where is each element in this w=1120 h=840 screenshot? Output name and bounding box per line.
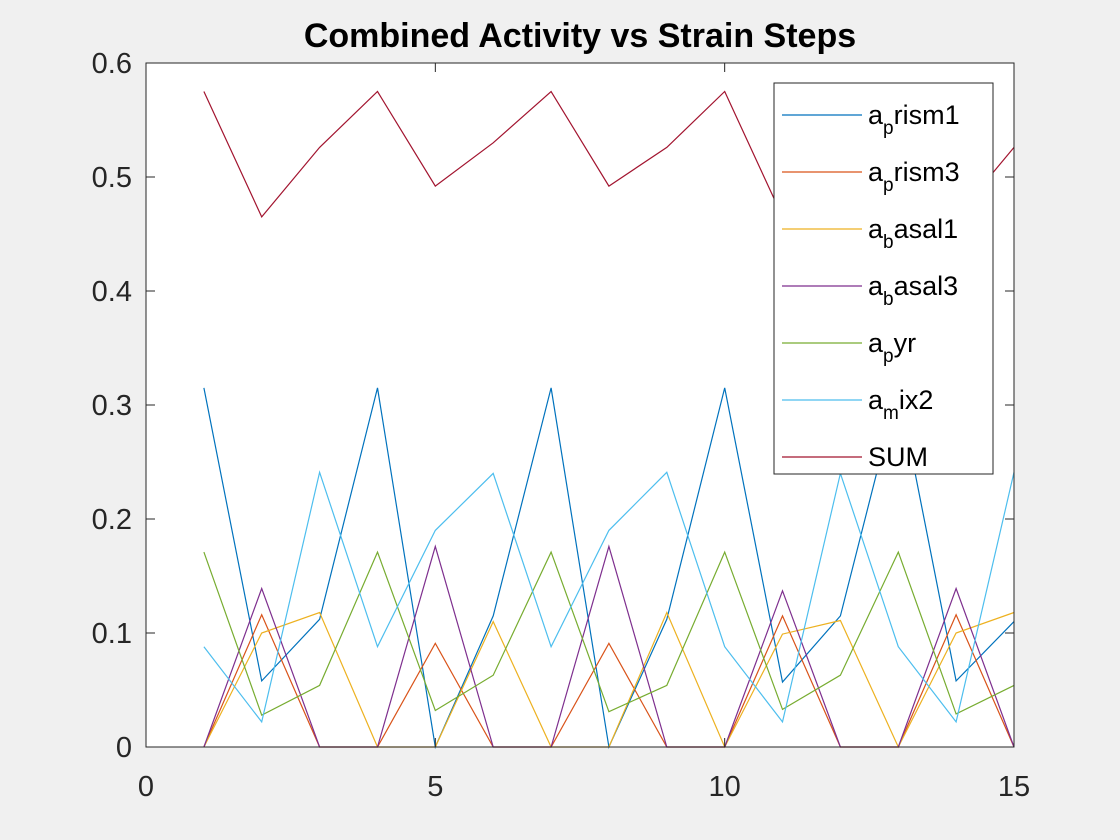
x-tick-label: 0 bbox=[138, 771, 154, 803]
y-tick-label: 0.1 bbox=[92, 618, 132, 650]
x-tick-label: 10 bbox=[709, 771, 741, 803]
legend-entry-label: SUM bbox=[868, 442, 928, 472]
y-tick-label: 0.3 bbox=[92, 390, 132, 422]
legend-entry-label: aprism1 bbox=[868, 100, 960, 139]
x-tick-label: 5 bbox=[427, 771, 443, 803]
series-line-a-pyr bbox=[203, 550, 1015, 716]
y-tick-label: 0.2 bbox=[92, 504, 132, 536]
series-line-a-mix2 bbox=[203, 470, 1015, 724]
x-tick-label: 15 bbox=[998, 771, 1030, 803]
legend-entry-label: amix2 bbox=[868, 385, 933, 424]
chart-title: Combined Activity vs Strain Steps bbox=[304, 17, 856, 55]
legend-entry-label: abasal3 bbox=[868, 271, 958, 310]
y-tick-label: 0 bbox=[116, 732, 132, 764]
legend-entry-label: apyr bbox=[868, 328, 916, 367]
tick-layer: 0 5 10 15 0 0.1 0.2 0.3 0.4 0.5 0.6 bbox=[92, 48, 1030, 803]
y-tick-label: 0.6 bbox=[92, 48, 132, 80]
y-tick-label: 0.5 bbox=[92, 162, 132, 194]
legend-entry-label: abasal1 bbox=[868, 214, 958, 253]
legend-entry-label: aprism3 bbox=[868, 157, 960, 196]
legend-box bbox=[773, 82, 994, 475]
y-tick-label: 0.4 bbox=[92, 276, 132, 308]
legend: aprism1 aprism3 abasal1 abasal3 apyr amix2 SUM bbox=[773, 82, 994, 475]
